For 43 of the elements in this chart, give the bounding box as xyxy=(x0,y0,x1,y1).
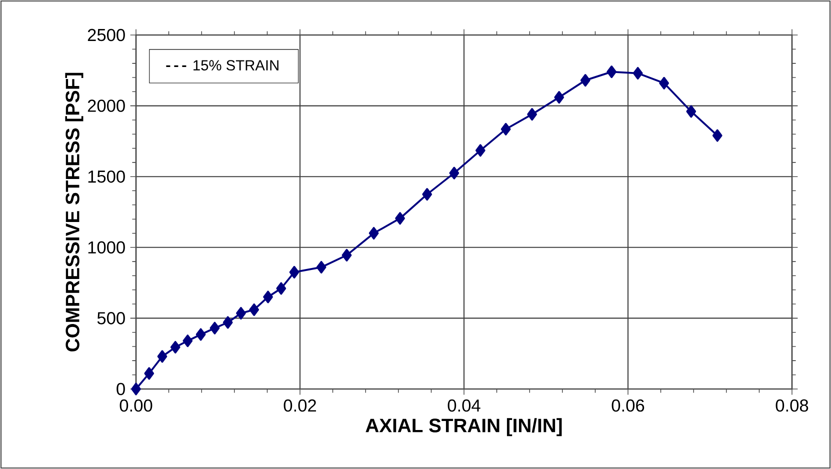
y-tick-label: 2500 xyxy=(88,28,125,42)
point xyxy=(449,166,460,180)
point xyxy=(276,282,286,295)
point xyxy=(196,328,206,341)
point xyxy=(289,266,300,278)
point xyxy=(316,260,326,274)
point xyxy=(182,334,193,348)
point xyxy=(263,290,273,304)
point xyxy=(249,303,260,316)
point xyxy=(131,382,141,396)
x-tick-label: 0.04 xyxy=(448,399,480,412)
point xyxy=(210,322,220,334)
x-tick-label: 0.06 xyxy=(612,399,644,412)
y-tick-label: 1000 xyxy=(88,241,125,254)
point xyxy=(580,74,590,87)
point xyxy=(222,316,233,329)
y-tick-label: 2000 xyxy=(88,100,125,112)
legend-label: 15% STRAIN xyxy=(194,60,278,70)
point xyxy=(236,306,246,320)
point xyxy=(422,188,432,201)
point xyxy=(554,91,564,104)
point xyxy=(395,212,405,225)
y-tick-label: 1500 xyxy=(88,170,125,183)
point xyxy=(144,367,154,380)
point xyxy=(368,226,379,240)
point xyxy=(686,105,696,118)
x-tick-label: 0.08 xyxy=(776,399,808,412)
point xyxy=(342,248,352,262)
point xyxy=(170,340,180,354)
y-tick-label: 500 xyxy=(97,312,125,324)
x-tick-label: 0.02 xyxy=(284,399,316,412)
y-tick-label: 0 xyxy=(116,382,125,396)
y-axis-title: COMPRESSIVE STRESS [PSF] xyxy=(65,72,84,352)
point xyxy=(527,108,537,121)
point xyxy=(632,66,643,80)
point xyxy=(475,144,486,157)
point xyxy=(157,350,168,363)
point xyxy=(659,76,670,90)
x-axis-title: AXIAL STRAIN [IN/IN] xyxy=(366,418,562,436)
x-tick-label: 0.00 xyxy=(120,399,152,412)
point xyxy=(712,129,722,142)
point xyxy=(606,66,617,78)
point xyxy=(500,122,511,136)
